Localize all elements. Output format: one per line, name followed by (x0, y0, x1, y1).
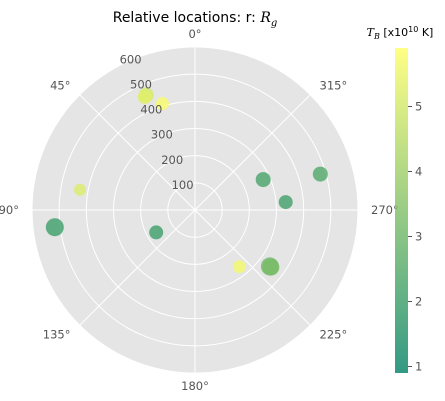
colorbar-label-suffix: K] (418, 26, 433, 39)
colorbar-label-symbol: T (367, 26, 376, 39)
radius-tick-label: 400 (140, 103, 162, 117)
radius-tick-label: 500 (130, 78, 152, 92)
radius-tick-label: 300 (151, 128, 173, 142)
theta-tick-label: 135° (43, 328, 71, 342)
colorbar-label-subscript: B (373, 32, 380, 41)
data-point (137, 90, 152, 105)
radius-tick-label: 600 (120, 52, 142, 66)
colorbar: 1 2 3 4 5 (395, 48, 422, 374)
data-point (45, 218, 64, 237)
data-point (255, 172, 271, 188)
chart-title: Relative locations: r: Rg (113, 10, 278, 29)
colorbar-tick-label: 2 (415, 295, 422, 309)
theta-tick-label: 225° (320, 328, 348, 342)
theta-tick-label: 180° (181, 379, 209, 393)
theta-tick-label: 0° (188, 27, 201, 41)
angular-gridline (194, 94, 311, 211)
chart-title-main: Relative locations: r: (113, 10, 261, 26)
angular-gridline (79, 94, 196, 211)
polar-grid (31, 46, 359, 374)
data-point (155, 97, 169, 110)
radius-tick-label: 100 (172, 178, 194, 192)
theta-tick-label: 90° (0, 203, 19, 217)
theta-tick-label: 45° (50, 79, 70, 93)
data-point (262, 258, 280, 276)
colorbar-label-prefix: [x10 (380, 26, 408, 39)
data-point (232, 260, 246, 274)
data-point (278, 195, 293, 210)
data-point (312, 166, 328, 182)
colorbar-tick-label: 1 (415, 360, 422, 374)
angular-gridline (79, 209, 196, 326)
data-points (45, 87, 328, 276)
data-point (74, 183, 86, 196)
radius-tick-labels: 100 200 300 400 500 600 (120, 52, 194, 192)
colorbar-tick-label: 5 (415, 100, 422, 114)
theta-tick-labels: 0° 45° 90° 135° 180° 225° 270° 315° (0, 27, 399, 393)
angular-gridline (194, 209, 311, 326)
data-point (149, 225, 164, 240)
colorbar-label: TB [x1010 K] (367, 25, 434, 41)
colorbar-label-exponent: 10 (408, 25, 418, 34)
chart-title-symbol: R (259, 10, 271, 26)
colorbar-gradient (395, 48, 408, 373)
colorbar-tick-label: 4 (415, 165, 422, 179)
theta-tick-label: 315° (320, 79, 348, 93)
theta-tick-label: 270° (371, 203, 399, 217)
radius-tick-label: 200 (161, 153, 183, 167)
chart-title-subscript: g (271, 18, 277, 29)
colorbar-tick-label: 3 (415, 230, 422, 244)
